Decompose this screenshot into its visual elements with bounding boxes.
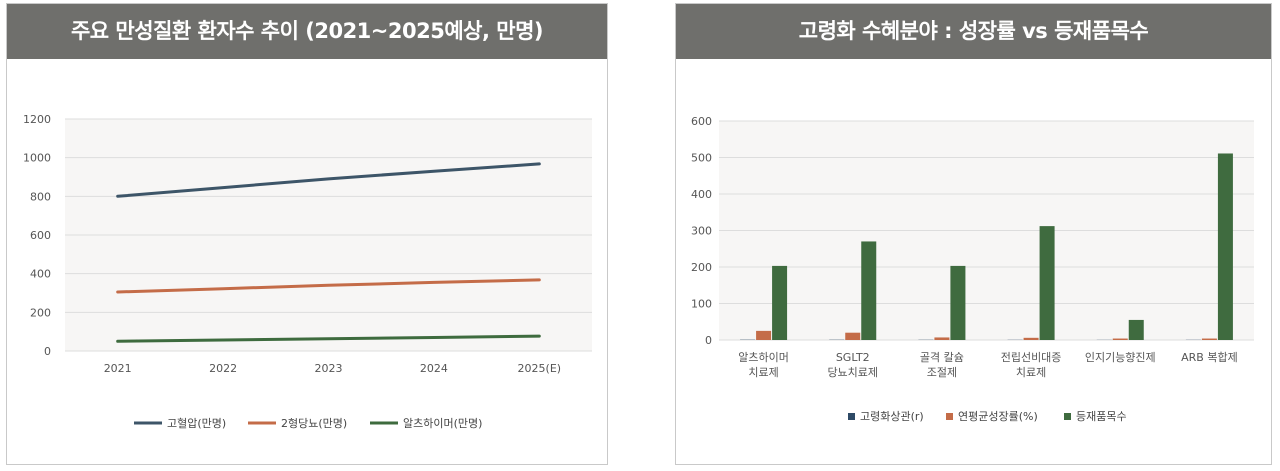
y-tick-label: 200 [691,261,712,274]
legend-swatch [1064,413,1071,420]
x-tick-label: 치료제 [1016,366,1046,379]
bar [1128,319,1144,340]
bar [1201,338,1217,340]
y-tick-label: 200 [30,306,51,319]
legend-label: 2형당뇨(만명) [281,417,347,430]
bar [845,332,861,340]
y-tick-label: 0 [705,334,712,347]
bar [950,265,966,340]
y-tick-label: 1000 [23,152,51,165]
legend-swatch [848,413,855,420]
bar [1112,338,1128,340]
bar [861,241,877,340]
legend-label: 연평균성장률(%) [958,410,1038,423]
x-tick-label: 당뇨치료제 [827,366,878,379]
x-tick-label: 전립선비대증 [1001,351,1062,364]
bar [1039,226,1055,340]
y-tick-label: 500 [691,152,712,165]
bar [756,330,772,340]
y-tick-label: 300 [691,225,712,238]
x-tick-label: ARB 복합제 [1181,351,1238,364]
y-tick-label: 0 [44,345,51,358]
line-chart-panel: 주요 만성질환 환자수 추이 (2021~2025예상, 만명) 0 200 400… [6,3,608,465]
y-tick-label: 100 [691,298,712,311]
y-tick-label: 400 [30,268,51,281]
x-tick-label: 2024 [420,362,448,375]
x-tick-label: 조절제 [927,366,957,379]
x-tick-label: 골격 칼슘 [920,351,964,364]
x-tick-label: 2023 [315,362,343,375]
legend-label: 알츠하이머(만명) [403,416,482,430]
x-tick-label: 알츠하이머 [738,350,789,364]
bar [772,265,788,340]
x-tick-label: 인지기능향진제 [1085,351,1156,364]
line-chart: 0 200 400 600 800 1000 1200 2021 2022 2023 2024 202… [23,113,592,430]
legend-label: 등재품목수 [1076,410,1127,423]
bar [1217,153,1233,340]
legend-label: 고령화상관(r) [860,410,924,423]
bar [1023,337,1039,340]
series-line [116,334,541,343]
series-line [116,278,541,294]
x-tick-label: 치료제 [748,366,778,379]
bar-chart-title: 고령화 수혜분야 : 성장률 vs 등재품목수 [676,4,1271,59]
x-tick-label: 2021 [104,362,132,375]
legend-swatch [946,413,953,420]
x-tick-label: 2025(E) [518,362,562,375]
y-tick-label: 600 [30,229,51,242]
bar [934,337,950,340]
y-tick-label: 800 [30,190,51,203]
bar-chart-panel: 고령화 수혜분야 : 성장률 vs 등재품목수 0 100 200 300 400 500… [675,3,1272,465]
y-tick-label: 1200 [23,113,51,126]
x-tick-label: 2022 [209,362,237,375]
x-tick-label: SGLT2 [836,351,870,364]
series-line [116,162,541,198]
legend-label: 고혈압(만명) [167,416,226,430]
line-chart-title: 주요 만성질환 환자수 추이 (2021~2025예상, 만명) [7,4,607,59]
y-tick-label: 600 [691,115,712,128]
y-tick-label: 400 [691,188,712,201]
